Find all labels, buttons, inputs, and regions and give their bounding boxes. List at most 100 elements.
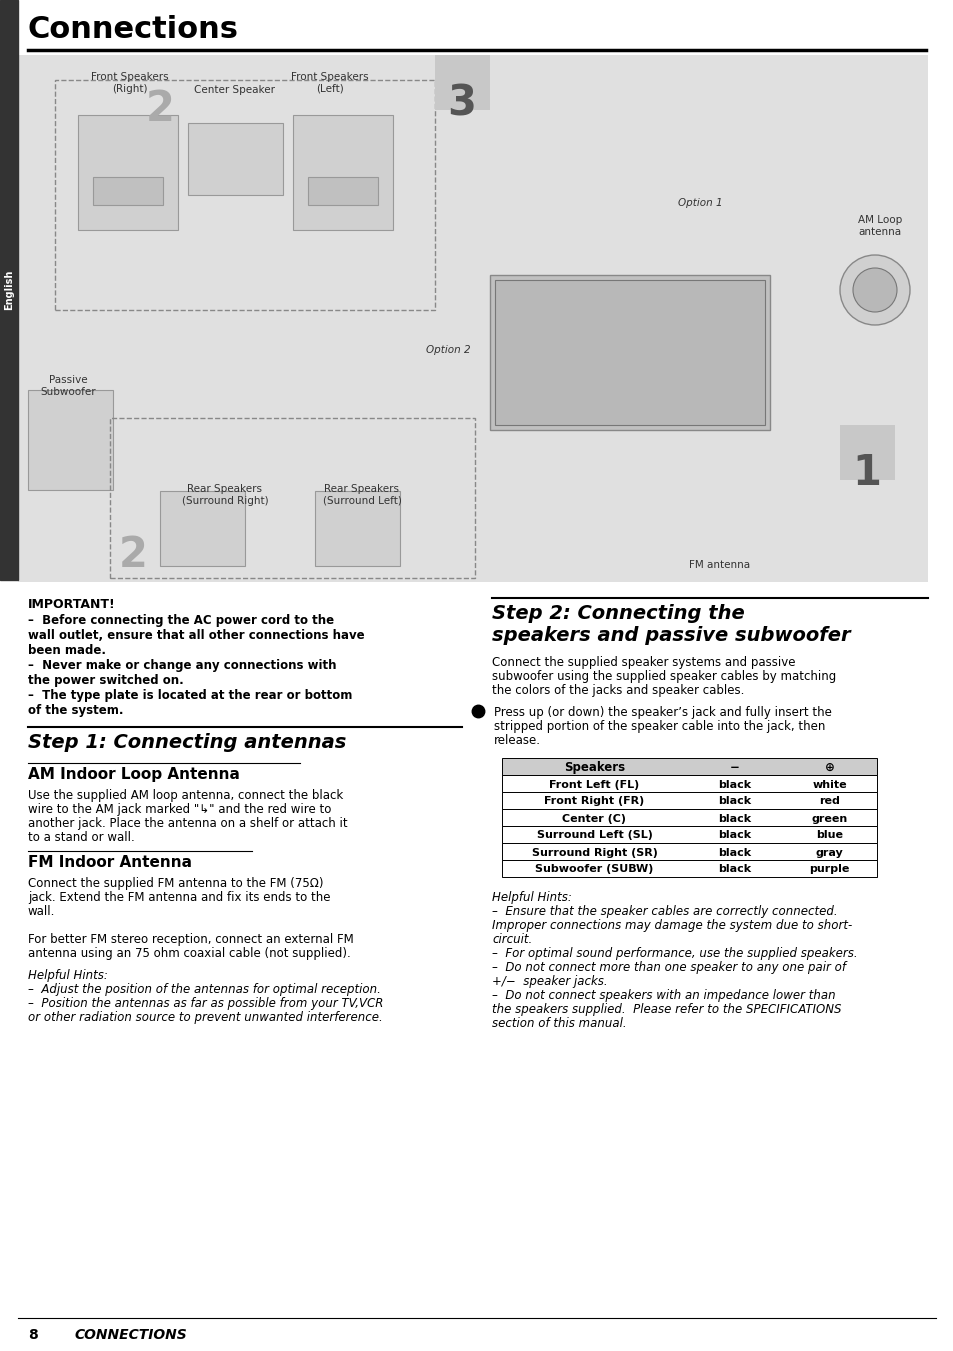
Text: Front Speakers
(Left): Front Speakers (Left): [291, 72, 369, 93]
Text: –  Do not connect more than one speaker to any one pair of: – Do not connect more than one speaker t…: [492, 961, 845, 974]
Text: wall outlet, ensure that all other connections have: wall outlet, ensure that all other conne…: [28, 630, 364, 642]
Text: Helpful Hints:: Helpful Hints:: [28, 969, 108, 982]
Text: black: black: [718, 865, 750, 874]
Text: Step 2: Connecting the
speakers and passive subwoofer: Step 2: Connecting the speakers and pass…: [492, 604, 850, 644]
Bar: [28, 390, 112, 490]
Text: Surround Left (SL): Surround Left (SL): [536, 831, 652, 840]
Text: wire to the AM jack marked "↳" and the red wire to: wire to the AM jack marked "↳" and the r…: [28, 802, 331, 816]
Bar: [501, 792, 876, 809]
Text: purple: purple: [808, 865, 849, 874]
Text: IMPORTANT!: IMPORTANT!: [28, 598, 115, 611]
Text: another jack. Place the antenna on a shelf or attach it: another jack. Place the antenna on a she…: [28, 817, 347, 830]
Text: green: green: [810, 813, 846, 824]
Text: of the system.: of the system.: [28, 704, 123, 717]
Text: Press up (or down) the speaker’s jack and fully insert the: Press up (or down) the speaker’s jack an…: [494, 707, 831, 719]
Bar: [501, 775, 876, 792]
Bar: [435, 55, 490, 109]
Text: black: black: [718, 797, 750, 807]
Text: circuit.: circuit.: [492, 934, 532, 946]
Text: to a stand or wall.: to a stand or wall.: [28, 831, 134, 844]
Text: Improper connections may damage the system due to short-: Improper connections may damage the syst…: [492, 919, 851, 932]
Text: –  Never make or change any connections with: – Never make or change any connections w…: [28, 659, 336, 671]
Text: FM antenna: FM antenna: [689, 561, 750, 570]
Text: Step 1: Connecting antennas: Step 1: Connecting antennas: [28, 734, 346, 753]
Text: AM Indoor Loop Antenna: AM Indoor Loop Antenna: [28, 767, 239, 782]
Text: the colors of the jacks and speaker cables.: the colors of the jacks and speaker cabl…: [492, 684, 743, 697]
Bar: [490, 276, 769, 430]
Text: Front Speakers
(Right): Front Speakers (Right): [91, 72, 169, 93]
Text: Option 2: Option 2: [425, 345, 470, 355]
Text: release.: release.: [494, 734, 540, 747]
Text: or other radiation source to prevent unwanted interference.: or other radiation source to prevent unw…: [28, 1011, 382, 1024]
Bar: [55, 80, 435, 309]
Text: Passive
Subwoofer: Passive Subwoofer: [40, 376, 95, 397]
Text: Rear Speakers
(Surround Right): Rear Speakers (Surround Right): [181, 484, 268, 505]
Text: 8: 8: [28, 1328, 38, 1342]
Bar: [501, 825, 876, 843]
Text: stripped portion of the speaker cable into the jack, then: stripped portion of the speaker cable in…: [494, 720, 824, 734]
Text: Front Right (FR): Front Right (FR): [544, 797, 644, 807]
Circle shape: [852, 267, 896, 312]
Bar: [495, 280, 764, 426]
Text: antenna using an 75 ohm coaxial cable (not supplied).: antenna using an 75 ohm coaxial cable (n…: [28, 947, 351, 961]
Text: black: black: [718, 813, 750, 824]
Bar: [110, 417, 475, 578]
Text: Helpful Hints:: Helpful Hints:: [492, 892, 571, 904]
Bar: [293, 115, 393, 230]
Text: Speakers: Speakers: [563, 761, 624, 774]
Bar: [308, 177, 377, 205]
Text: –  Before connecting the AC power cord to the: – Before connecting the AC power cord to…: [28, 613, 334, 627]
Bar: [78, 115, 178, 230]
Text: For better FM stereo reception, connect an external FM: For better FM stereo reception, connect …: [28, 934, 354, 946]
Text: Subwoofer (SUBW): Subwoofer (SUBW): [535, 865, 653, 874]
Text: Connect the supplied FM antenna to the FM (75Ω): Connect the supplied FM antenna to the F…: [28, 877, 323, 890]
Text: –  The type plate is located at the rear or bottom: – The type plate is located at the rear …: [28, 689, 352, 703]
Text: wall.: wall.: [28, 905, 55, 917]
Text: white: white: [811, 780, 846, 789]
Text: subwoofer using the supplied speaker cables by matching: subwoofer using the supplied speaker cab…: [492, 670, 836, 684]
Text: Center Speaker: Center Speaker: [194, 85, 275, 95]
Text: 3: 3: [447, 82, 476, 124]
Text: Center (C): Center (C): [562, 813, 626, 824]
Text: Use the supplied AM loop antenna, connect the black: Use the supplied AM loop antenna, connec…: [28, 789, 343, 802]
Text: jack. Extend the FM antenna and fix its ends to the: jack. Extend the FM antenna and fix its …: [28, 892, 330, 904]
Text: Connections: Connections: [28, 15, 239, 45]
Text: gray: gray: [815, 847, 842, 858]
Text: red: red: [819, 797, 839, 807]
Text: Front Left (FL): Front Left (FL): [549, 780, 639, 789]
Text: Connect the supplied speaker systems and passive: Connect the supplied speaker systems and…: [492, 657, 795, 669]
Bar: [501, 758, 876, 775]
Text: AM Loop
antenna: AM Loop antenna: [857, 215, 902, 236]
Text: CONNECTIONS: CONNECTIONS: [75, 1328, 188, 1342]
Text: black: black: [718, 831, 750, 840]
Text: –  Adjust the position of the antennas for optimal reception.: – Adjust the position of the antennas fo…: [28, 984, 380, 996]
Bar: [501, 809, 876, 825]
Text: –  Position the antennas as far as possible from your TV,VCR: – Position the antennas as far as possib…: [28, 997, 383, 1011]
Text: section of this manual.: section of this manual.: [492, 1017, 626, 1029]
Bar: [160, 490, 245, 566]
Text: 2: 2: [118, 534, 148, 576]
Text: English: English: [4, 270, 14, 311]
Text: Surround Right (SR): Surround Right (SR): [531, 847, 657, 858]
Text: FM Indoor Antenna: FM Indoor Antenna: [28, 855, 192, 870]
Text: been made.: been made.: [28, 644, 106, 657]
Bar: [92, 177, 163, 205]
Bar: [840, 426, 894, 480]
Text: black: black: [718, 847, 750, 858]
Text: Option 1: Option 1: [677, 199, 721, 208]
Text: −: −: [729, 761, 739, 774]
Text: –  For optimal sound performance, use the supplied speakers.: – For optimal sound performance, use the…: [492, 947, 857, 961]
Circle shape: [840, 255, 909, 326]
Bar: [501, 861, 876, 877]
Text: 1: 1: [852, 453, 881, 494]
Text: black: black: [718, 780, 750, 789]
Bar: [501, 843, 876, 861]
Text: 2: 2: [146, 88, 174, 130]
Bar: [18, 55, 927, 582]
Bar: [188, 123, 283, 195]
Bar: [0, 0, 18, 580]
Text: –  Ensure that the speaker cables are correctly connected.: – Ensure that the speaker cables are cor…: [492, 905, 837, 917]
Text: ⊕: ⊕: [823, 761, 834, 774]
Text: blue: blue: [815, 831, 842, 840]
Text: –  Do not connect speakers with an impedance lower than: – Do not connect speakers with an impeda…: [492, 989, 835, 1002]
